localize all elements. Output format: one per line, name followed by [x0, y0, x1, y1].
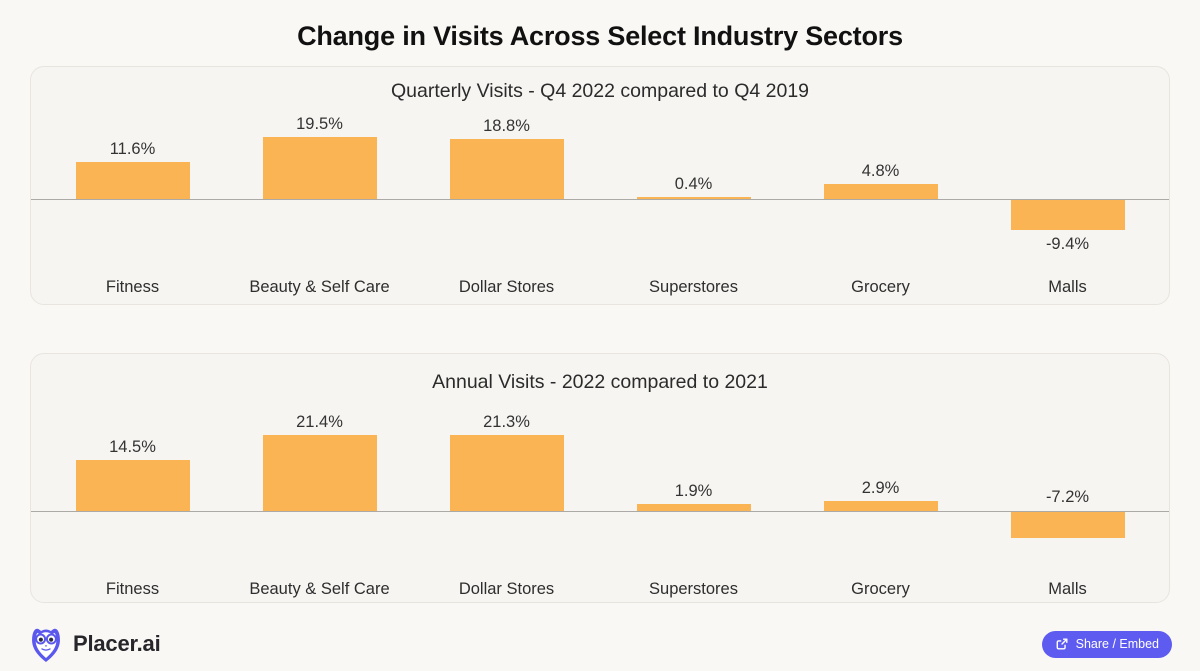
category-axis-labels: Fitness Beauty & Self Care Dollar Stores Su…	[39, 247, 1161, 297]
category-label: Dollar Stores	[458, 278, 555, 296]
value-label: 4.8%	[861, 161, 900, 180]
bar-slot-dollar-stores: 21.3%	[413, 402, 600, 552]
bar-slot-superstores: 0.4%	[600, 107, 787, 247]
category-label: Malls	[1048, 580, 1087, 598]
bar	[449, 435, 564, 511]
value-label: 11.6%	[109, 140, 156, 159]
value-label: 21.3%	[483, 413, 530, 432]
value-label: 18.8%	[483, 117, 530, 136]
page-title: Change in Visits Across Select Industry …	[297, 21, 903, 51]
value-label: 0.4%	[674, 175, 713, 193]
bar	[449, 139, 564, 199]
category-label: Malls	[1048, 278, 1087, 296]
brand-name: Placer.ai	[73, 631, 161, 656]
chart-title-quarterly: Quarterly Visits - Q4 2022 compared to Q…	[390, 79, 810, 102]
category-label: Dollar Stores	[458, 580, 555, 598]
placer-brand-logo[interactable]: Placer.ai	[28, 624, 161, 664]
bar-slots: 11.6% 19.5% 18.8% 0.4% 4.8% -9.4%	[39, 107, 1161, 253]
category-label: Grocery	[851, 580, 910, 598]
value-label: 21.4%	[296, 413, 343, 432]
bar-plot-area: 14.5% 21.4% 21.3% 1.9% 2.9% -7.2%	[39, 402, 1161, 552]
bar	[823, 183, 938, 199]
annual-visits-chart-panel: Annual Visits - 2022 compared to 2021 14…	[30, 353, 1170, 603]
bar-slot-fitness: 14.5%	[39, 402, 226, 552]
category-label: Fitness	[105, 580, 160, 598]
bar	[75, 162, 190, 199]
category-label: Superstores	[649, 580, 738, 598]
footer: Placer.ai Share / Embed	[28, 603, 1172, 664]
value-label: 19.5%	[296, 115, 343, 134]
bar-slot-grocery: 2.9%	[787, 402, 974, 552]
bar-slot-beauty-self-care: 21.4%	[226, 402, 413, 552]
bar	[1010, 200, 1125, 230]
quarterly-visits-chart-panel: Quarterly Visits - Q4 2022 compared to Q…	[30, 66, 1170, 305]
bar	[75, 459, 190, 511]
category-label: Fitness	[105, 278, 160, 296]
placer-owl-icon	[32, 628, 60, 662]
value-label: -7.2%	[1045, 488, 1090, 506]
value-label: 1.9%	[674, 482, 713, 501]
bar	[636, 504, 751, 511]
bar-slot-dollar-stores: 18.8%	[413, 107, 600, 247]
bar-slot-fitness: 11.6%	[39, 107, 226, 247]
value-label: -9.4%	[1045, 234, 1090, 253]
bar-slot-superstores: 1.9%	[600, 402, 787, 552]
bar	[636, 197, 751, 199]
bar	[1010, 512, 1125, 538]
category-label: Grocery	[851, 278, 910, 296]
category-label: Beauty & Self Care	[249, 580, 390, 598]
bar-plot-area: 11.6% 19.5% 18.8% 0.4% 4.8% -9.4%	[39, 107, 1161, 253]
category-label: Superstores	[649, 278, 738, 296]
bar	[262, 435, 377, 511]
value-label: 2.9%	[861, 478, 900, 497]
share-button-label: Share / Embed	[1075, 637, 1159, 651]
bar-slot-malls: -9.4%	[974, 107, 1161, 253]
share-icon	[1056, 638, 1068, 650]
bar-slot-beauty-self-care: 19.5%	[226, 107, 413, 247]
bar	[823, 500, 938, 511]
chart-title-annual: Annual Visits - 2022 compared to 2021	[432, 370, 768, 393]
category-axis-labels: Fitness Beauty & Self Care Dollar Stores Su…	[39, 552, 1161, 599]
share-embed-button[interactable]: Share / Embed	[1041, 630, 1172, 658]
bar-slot-grocery: 4.8%	[787, 107, 974, 247]
zero-baseline-axis	[31, 199, 1169, 200]
bar-slots: 14.5% 21.4% 21.3% 1.9% 2.9% -7.2%	[39, 402, 1161, 552]
bar	[262, 137, 377, 199]
bar-slot-malls: -7.2%	[974, 402, 1161, 552]
category-label: Beauty & Self Care	[249, 278, 390, 296]
value-label: 14.5%	[109, 437, 156, 456]
zero-baseline-axis	[31, 511, 1169, 512]
